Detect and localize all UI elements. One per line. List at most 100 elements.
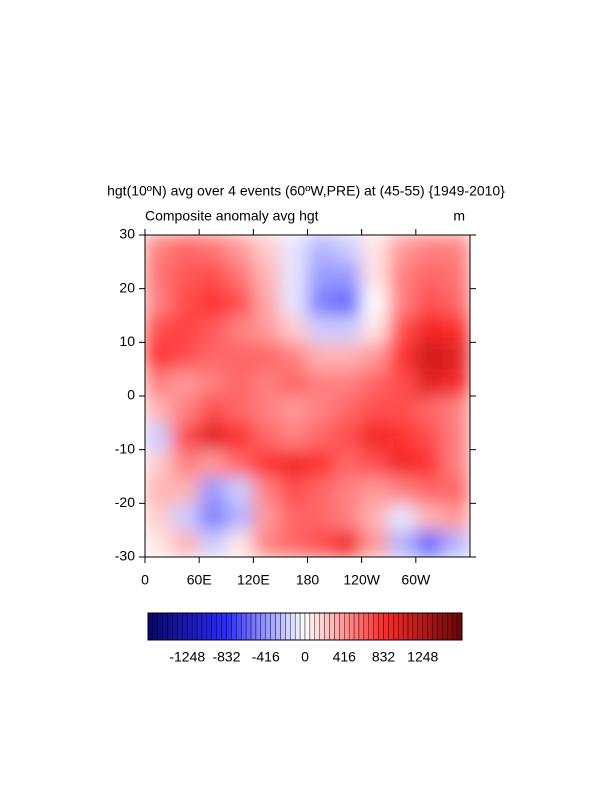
cell: [252, 422, 281, 451]
cell: [225, 315, 254, 343]
cell: [442, 502, 470, 531]
cell: [279, 395, 308, 424]
cell: [252, 395, 281, 424]
cell: [442, 449, 470, 477]
cell: [334, 529, 363, 557]
cell: [307, 422, 336, 451]
colorbar-box: [265, 612, 271, 641]
cell: [171, 235, 200, 263]
cell: [252, 341, 281, 370]
cell: [334, 502, 363, 531]
colorbar-box: [324, 612, 330, 641]
cell: [307, 288, 336, 316]
cell: [442, 529, 470, 557]
cell: [145, 529, 173, 557]
x-tick-label: 120W: [343, 572, 380, 588]
colorbar-box: [398, 612, 404, 641]
cell: [279, 315, 308, 343]
cell: [307, 476, 336, 504]
colorbar-box: [412, 612, 419, 641]
cell: [415, 395, 444, 424]
cell: [334, 449, 363, 477]
colorbar-label: 832: [372, 649, 396, 665]
cell: [171, 422, 200, 451]
colorbar-box: [339, 612, 345, 641]
cell: [361, 502, 390, 531]
cell: [198, 449, 227, 477]
y-tick-label: 20: [119, 279, 135, 295]
cell: [279, 288, 308, 316]
colorbar-box: [309, 612, 316, 641]
y-tick-label: 30: [119, 226, 135, 242]
cell: [145, 341, 173, 370]
colorbar-box: [270, 612, 276, 641]
cell: [225, 368, 254, 397]
cell: [307, 395, 336, 424]
colorbar-box: [383, 612, 389, 641]
colorbar-box: [407, 612, 414, 641]
x-tick-label: 0: [141, 572, 149, 588]
y-tick-label: -10: [115, 440, 135, 456]
colorbar-box: [255, 612, 262, 641]
colorbar-label: 0: [301, 649, 309, 665]
cell: [198, 341, 227, 370]
cell: [307, 368, 336, 397]
cell: [442, 315, 470, 343]
cell: [415, 315, 444, 343]
cell: [388, 422, 417, 451]
cell: [442, 476, 470, 504]
colorbar-box: [451, 612, 458, 641]
axes: 0 60E 120E 180 120W 60W -30 -20 -10 0 10 20 30: [115, 226, 476, 588]
colorbar-box: [393, 612, 399, 641]
cell: [171, 395, 200, 424]
colorbar-box: [226, 612, 232, 641]
cell: [225, 341, 254, 370]
cell: [145, 288, 173, 316]
colorbar-box: [260, 612, 266, 641]
cell: [334, 341, 363, 370]
cell: [388, 502, 417, 531]
cell: [307, 341, 336, 370]
colorbar-box: [427, 612, 433, 641]
cell: [252, 235, 281, 263]
cell: [361, 261, 390, 290]
y-tick-label: -20: [115, 494, 135, 510]
colorbar-box: [177, 612, 183, 641]
cell: [225, 422, 254, 451]
cell: [415, 449, 444, 477]
colorbar-label: -1248: [169, 649, 205, 665]
cell: [388, 288, 417, 316]
colorbar-box: [147, 612, 154, 641]
cell: [225, 476, 254, 504]
colorbar-frame: [147, 612, 463, 641]
cell: [361, 315, 390, 343]
cell: [252, 529, 281, 557]
y-tick-label: 0: [127, 387, 135, 403]
cell: [145, 261, 173, 290]
colorbar-label: 1248: [407, 649, 438, 665]
cell: [279, 449, 308, 477]
cell: [171, 476, 200, 504]
cell: [198, 502, 227, 531]
cell: [388, 261, 417, 290]
cell: [279, 341, 308, 370]
cell: [171, 341, 200, 370]
x-tick-label: 60E: [187, 572, 212, 588]
colorbar-box: [348, 612, 355, 641]
colorbar-box: [221, 612, 227, 641]
cell: [252, 315, 281, 343]
cell: [361, 288, 390, 316]
cell: [361, 395, 390, 424]
colorbar-box: [373, 612, 379, 641]
cell: [361, 341, 390, 370]
cell: [442, 422, 470, 451]
cell: [415, 288, 444, 316]
colorbar-box: [172, 612, 178, 641]
colorbar-box: [216, 612, 222, 641]
colorbar-box: [402, 612, 409, 641]
cell: [307, 235, 336, 263]
cell: [334, 315, 363, 343]
cell: [279, 261, 308, 290]
colorbar-box: [299, 612, 306, 641]
cell: [279, 422, 308, 451]
